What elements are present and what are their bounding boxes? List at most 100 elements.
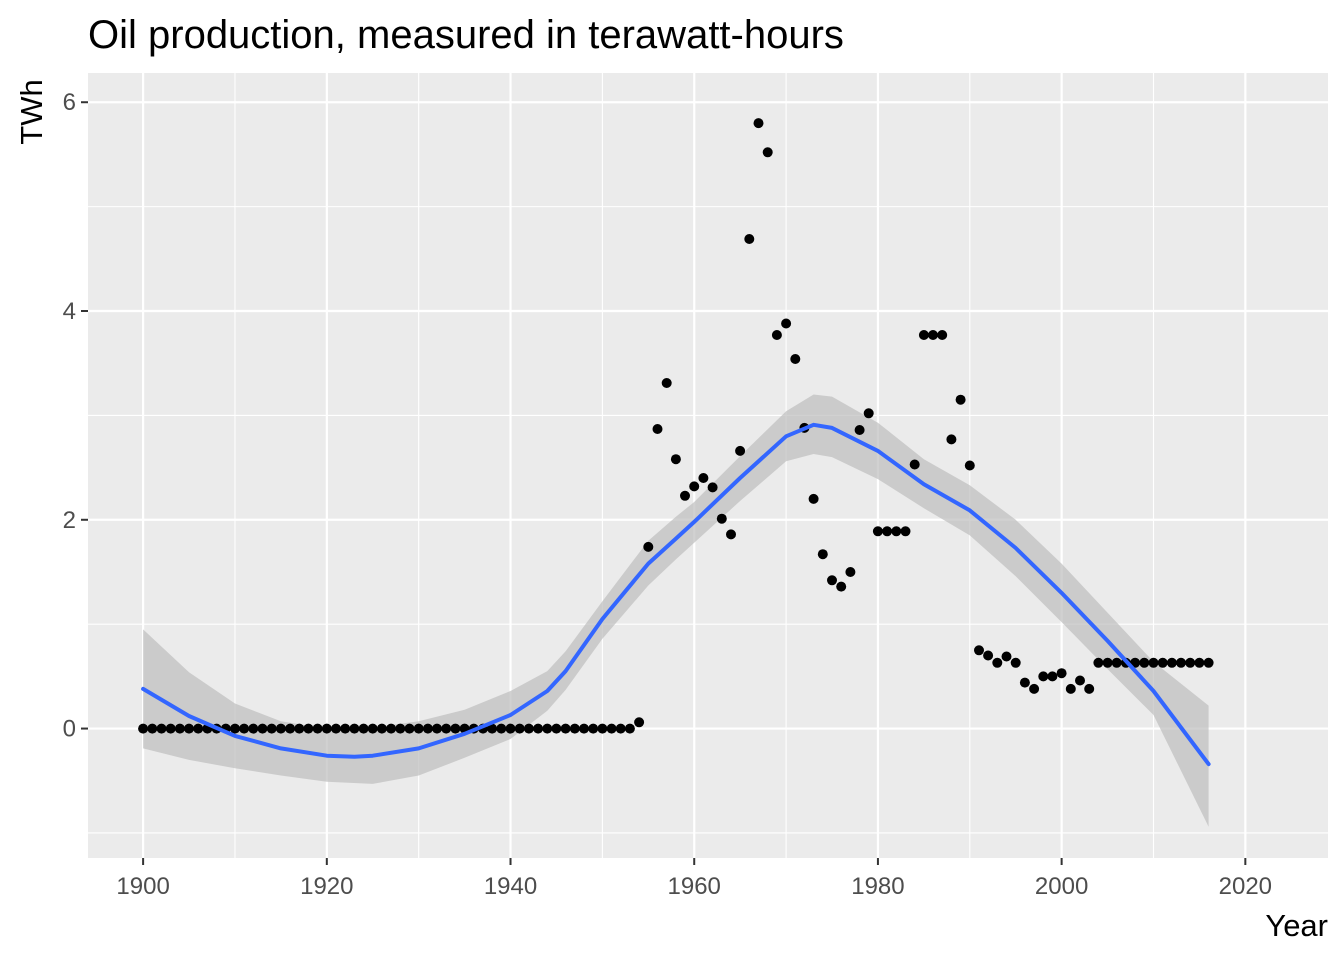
data-point xyxy=(294,723,305,734)
x-tick-label: 1900 xyxy=(116,873,169,900)
chart-title: Oil production, measured in terawatt-hou… xyxy=(88,13,844,57)
data-point xyxy=(872,526,883,537)
data-point xyxy=(1157,657,1168,668)
data-point xyxy=(909,459,920,470)
data-point xyxy=(138,723,149,734)
data-point xyxy=(1203,657,1214,668)
data-point xyxy=(174,723,185,734)
data-point xyxy=(496,723,507,734)
data-point xyxy=(184,723,194,734)
data-point xyxy=(1139,657,1150,668)
data-point xyxy=(882,526,893,537)
data-point xyxy=(165,723,176,734)
data-point xyxy=(808,493,819,504)
minor-gridlines xyxy=(88,73,1328,858)
data-point xyxy=(946,434,957,445)
data-point xyxy=(863,408,874,419)
data-point xyxy=(147,723,158,734)
data-point xyxy=(523,723,534,734)
data-point xyxy=(514,723,525,734)
data-point xyxy=(689,481,700,492)
data-point xyxy=(487,723,498,734)
x-axis-title: Year xyxy=(1265,908,1328,943)
data-point xyxy=(900,526,911,537)
data-point xyxy=(340,723,351,734)
data-point xyxy=(845,567,856,577)
data-point xyxy=(744,234,755,244)
data-point xyxy=(551,723,562,734)
data-point xyxy=(781,318,792,329)
confidence-ribbon xyxy=(143,394,1209,827)
data-point xyxy=(432,723,442,734)
data-point xyxy=(1001,651,1012,662)
data-point xyxy=(588,723,599,734)
data-point xyxy=(680,490,690,501)
data-point xyxy=(156,723,167,734)
data-point xyxy=(992,657,1003,668)
data-point xyxy=(854,425,865,435)
data-point xyxy=(321,723,332,734)
data-point xyxy=(918,330,929,340)
data-point xyxy=(974,645,984,656)
data-point xyxy=(698,473,709,483)
data-point xyxy=(634,717,645,728)
data-point xyxy=(349,723,360,734)
data-point xyxy=(615,723,626,734)
data-point xyxy=(606,723,617,734)
data-point xyxy=(1010,657,1021,668)
data-point xyxy=(1166,657,1177,668)
data-point xyxy=(395,723,406,734)
data-point xyxy=(790,354,801,364)
y-axis-title: TWh xyxy=(14,79,49,144)
data-point xyxy=(1185,657,1196,668)
data-point xyxy=(358,723,369,734)
data-point xyxy=(542,723,553,734)
data-point xyxy=(1084,683,1095,694)
data-point xyxy=(735,445,746,456)
y-tick-label: 2 xyxy=(63,507,76,534)
y-tick-label: 4 xyxy=(63,298,76,325)
data-point xyxy=(836,581,847,592)
smooth-trend-line xyxy=(141,422,1211,767)
data-point xyxy=(505,723,516,734)
data-points xyxy=(138,118,1214,734)
data-point xyxy=(817,549,828,560)
data-point xyxy=(1102,657,1113,668)
data-point xyxy=(964,460,975,471)
x-tick-label: 1960 xyxy=(668,873,721,900)
data-point xyxy=(560,723,571,734)
data-point xyxy=(239,723,250,734)
data-point xyxy=(312,723,323,734)
data-point xyxy=(643,541,654,552)
data-point xyxy=(707,482,718,493)
data-point xyxy=(413,723,424,734)
x-tick-label: 2020 xyxy=(1219,873,1272,900)
data-point xyxy=(422,723,433,734)
data-point xyxy=(771,330,782,340)
data-point xyxy=(404,723,415,734)
data-point xyxy=(450,723,461,734)
data-point xyxy=(230,723,240,734)
x-tick-label: 2000 xyxy=(1035,873,1088,900)
data-point xyxy=(257,723,268,734)
data-point xyxy=(441,723,452,734)
x-axis-ticks: 1900 1920 1940 1960 1980 2000 2020 xyxy=(116,858,1272,900)
data-point xyxy=(661,378,672,388)
data-point xyxy=(955,394,966,405)
data-point xyxy=(762,147,773,158)
data-point xyxy=(1065,683,1076,694)
data-point xyxy=(1194,657,1205,668)
x-tick-label: 1980 xyxy=(851,873,904,900)
data-point xyxy=(1038,671,1049,682)
y-tick-label: 0 xyxy=(63,716,76,743)
data-point xyxy=(386,723,397,734)
data-point xyxy=(248,723,259,734)
data-point xyxy=(928,330,938,340)
data-point xyxy=(579,723,589,734)
data-point xyxy=(827,575,837,586)
data-point xyxy=(1047,671,1058,682)
data-point xyxy=(983,650,994,661)
data-point xyxy=(1111,657,1122,668)
x-tick-label: 1920 xyxy=(300,873,353,900)
